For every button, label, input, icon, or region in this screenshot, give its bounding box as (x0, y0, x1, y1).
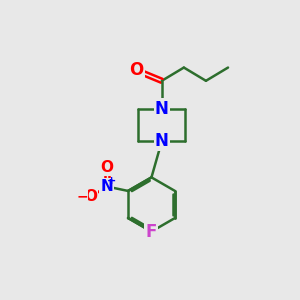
Text: N: N (100, 179, 113, 194)
Text: F: F (146, 223, 157, 241)
Text: O: O (130, 61, 144, 80)
Text: N: N (155, 132, 169, 150)
Text: O: O (84, 189, 97, 204)
Text: −: − (76, 190, 88, 204)
Text: O: O (100, 160, 113, 175)
Text: +: + (106, 176, 116, 186)
Text: N: N (155, 100, 169, 118)
